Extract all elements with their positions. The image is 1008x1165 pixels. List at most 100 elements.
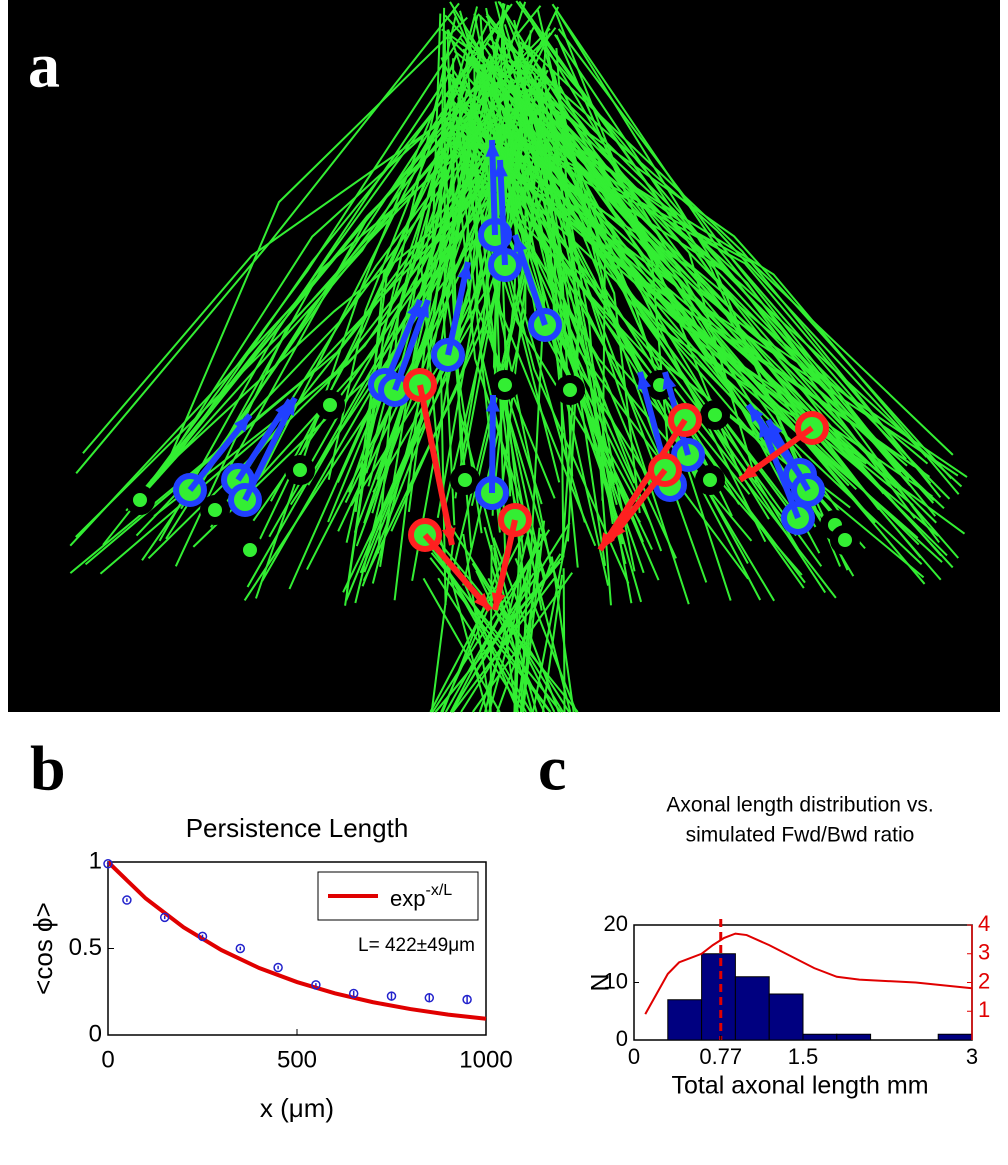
y-axis-label: <cos ϕ> — [28, 902, 58, 995]
panel-label: b — [30, 733, 66, 804]
chart-title: Axonal length distribution vs. — [666, 794, 933, 817]
data-point — [386, 991, 397, 1001]
neurite — [513, 532, 521, 713]
neurite — [423, 522, 579, 713]
neurite — [407, 7, 446, 512]
arrow-head — [637, 372, 652, 390]
cell — [555, 375, 585, 405]
data-point — [311, 980, 321, 990]
arrow-head — [281, 398, 295, 416]
neurite — [546, 90, 612, 606]
cell — [830, 525, 860, 555]
neurite — [362, 97, 471, 484]
chart-title: Persistence Length — [186, 813, 409, 843]
histogram-bar — [836, 1033, 872, 1041]
arrow-head — [662, 372, 677, 390]
arrow-head — [457, 262, 472, 280]
y-tick-label: 10 — [604, 968, 628, 993]
data-point — [348, 988, 359, 999]
x-tick-label: 1.5 — [788, 1044, 819, 1069]
y-axis-label: N — [587, 973, 615, 991]
neurite — [547, 104, 828, 467]
legend-superscript: -x/L — [425, 882, 452, 899]
y-tick-label: 0 — [89, 1020, 102, 1047]
x-tick-label: 0.77 — [699, 1044, 742, 1069]
neurite — [489, 544, 493, 713]
y2-tick-label: 2 — [978, 968, 990, 993]
neurite — [430, 546, 552, 713]
arrow — [417, 384, 455, 546]
fit-line — [106, 860, 487, 1021]
neurite — [435, 551, 527, 713]
cell — [490, 370, 520, 400]
neurite — [501, 148, 553, 553]
neurite — [451, 115, 915, 467]
neurite — [507, 59, 940, 544]
arrow-head — [759, 420, 773, 438]
neurite — [393, 1, 527, 601]
neurite — [82, 82, 498, 454]
x-tick-label: 3 — [966, 1044, 978, 1069]
histogram-bar — [802, 1033, 838, 1041]
cell — [450, 465, 480, 495]
neurite — [167, 16, 468, 462]
neurite — [550, 112, 581, 560]
y2-tick-label: 4 — [978, 911, 990, 936]
neurite — [530, 64, 928, 458]
arrow — [242, 396, 298, 502]
neurite — [492, 125, 561, 590]
neurite — [485, 12, 942, 557]
x-tick-label: 500 — [277, 1046, 317, 1073]
x-tick-label: 0 — [101, 1046, 114, 1073]
neurite — [454, 102, 493, 499]
y2-tick-label: 1 — [978, 997, 990, 1022]
cell — [235, 535, 265, 565]
cell — [695, 465, 725, 495]
panel-label: c — [538, 733, 566, 804]
arrow-head — [513, 235, 527, 253]
neurite — [488, 542, 537, 713]
chart-title: simulated Fwd/Bwd ratio — [686, 824, 915, 847]
neurite — [555, 47, 633, 604]
x-tick-label: 1000 — [459, 1046, 512, 1073]
arrow-head — [234, 415, 250, 433]
arrow-head — [485, 140, 500, 157]
neurite — [462, 533, 492, 713]
neurite — [531, 22, 917, 526]
neurite — [518, 0, 935, 501]
arrow-head — [491, 592, 506, 610]
legend-label: exp-x/L — [390, 882, 452, 911]
neurite — [525, 539, 572, 713]
neurite — [449, 1, 827, 594]
histogram-bar — [937, 1033, 973, 1041]
data-point — [462, 994, 472, 1005]
ratio-line — [644, 932, 973, 1015]
neuron-traces — [69, 0, 968, 713]
neurite — [448, 522, 570, 713]
neurite — [480, 126, 775, 602]
neurite — [452, 577, 556, 713]
neurite — [99, 110, 541, 575]
arrow-head — [740, 464, 758, 480]
neurite — [515, 90, 574, 477]
arrow-head — [415, 300, 429, 318]
arrow — [497, 159, 508, 266]
neurite — [345, 16, 457, 592]
arrow — [757, 418, 801, 520]
neurite — [514, 561, 523, 713]
cell — [200, 495, 230, 525]
neurite — [463, 119, 597, 547]
arrow-head — [493, 160, 508, 177]
neurite — [490, 64, 963, 488]
arrow-head — [485, 395, 500, 412]
data-point — [122, 895, 132, 905]
arrow-head — [748, 405, 764, 423]
neurite — [429, 557, 551, 713]
neurite — [518, 83, 939, 537]
neurite — [454, 138, 659, 492]
neurite — [377, 6, 479, 554]
neurite — [550, 556, 575, 713]
y-tick-label: 1 — [89, 847, 102, 874]
